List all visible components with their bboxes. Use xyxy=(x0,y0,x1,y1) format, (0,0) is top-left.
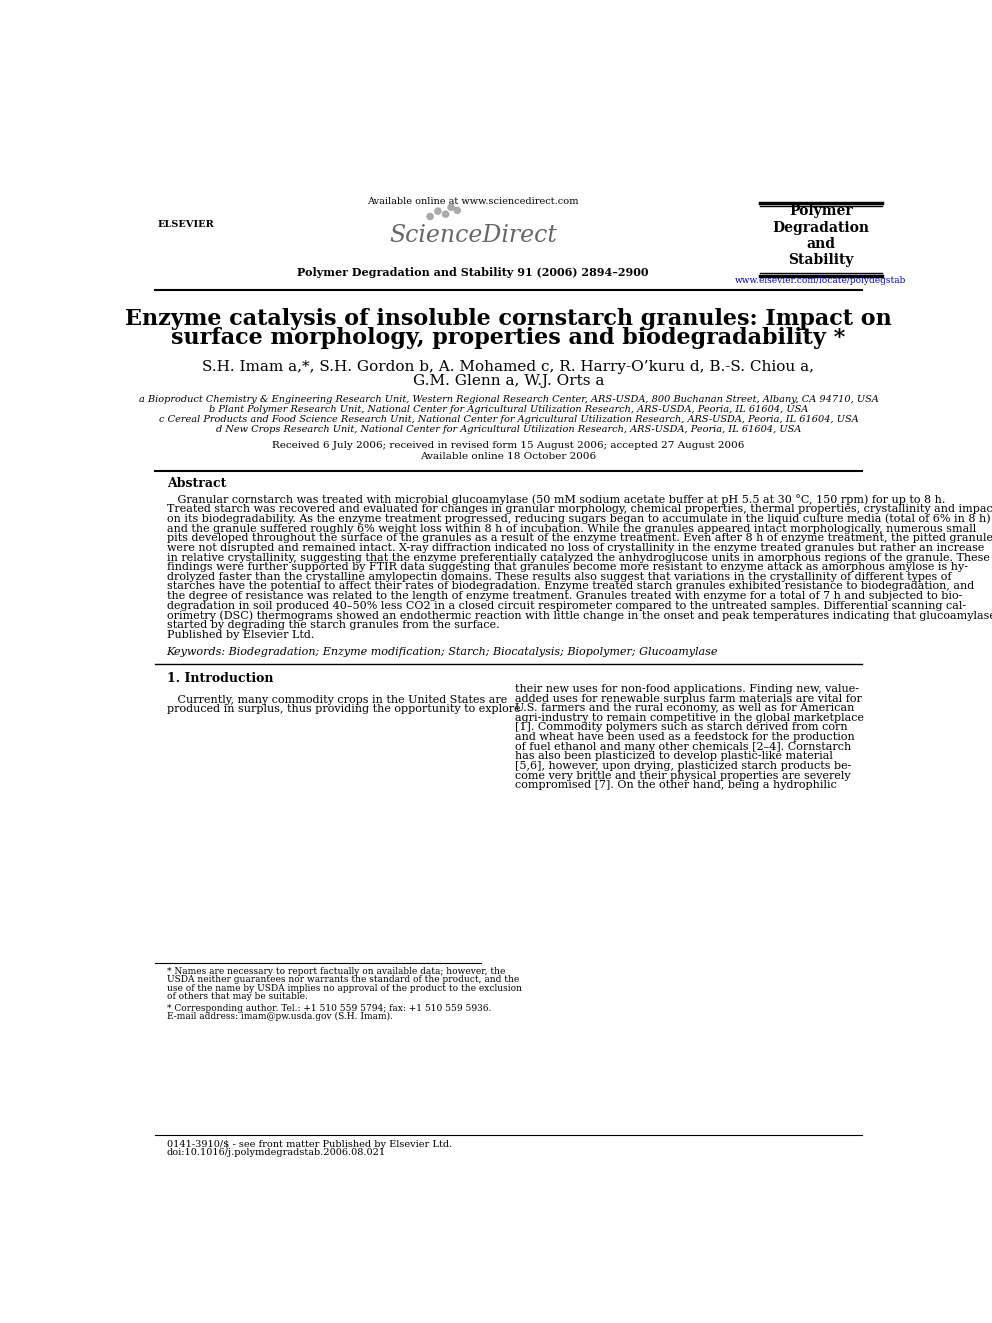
Text: Granular cornstarch was treated with microbial glucoamylase (50 mM sodium acetat: Granular cornstarch was treated with mic… xyxy=(167,495,945,505)
Text: doi:10.1016/j.polymdegradstab.2006.08.021: doi:10.1016/j.polymdegradstab.2006.08.02… xyxy=(167,1148,386,1158)
Text: in relative crystallinity, suggesting that the enzyme preferentially catalyzed t: in relative crystallinity, suggesting th… xyxy=(167,553,989,562)
Circle shape xyxy=(442,212,448,217)
Text: * Names are necessary to report factually on available data; however, the: * Names are necessary to report factuall… xyxy=(167,967,505,975)
Text: ELSEVIER: ELSEVIER xyxy=(158,220,214,229)
Text: Treated starch was recovered and evaluated for changes in granular morphology, c: Treated starch was recovered and evaluat… xyxy=(167,504,992,515)
Text: compromised [7]. On the other hand, being a hydrophilic: compromised [7]. On the other hand, bein… xyxy=(516,781,837,790)
Text: findings were further supported by FTIR data suggesting that granules become mor: findings were further supported by FTIR … xyxy=(167,562,967,573)
Text: USDA neither guarantees nor warrants the standard of the product, and the: USDA neither guarantees nor warrants the… xyxy=(167,975,519,984)
Text: and the granule suffered roughly 6% weight loss within 8 h of incubation. While : and the granule suffered roughly 6% weig… xyxy=(167,524,976,533)
Circle shape xyxy=(454,208,460,213)
Text: were not disrupted and remained intact. X-ray diffraction indicated no loss of c: were not disrupted and remained intact. … xyxy=(167,542,984,553)
Text: [5,6], however, upon drying, plasticized starch products be-: [5,6], however, upon drying, plasticized… xyxy=(516,761,852,771)
Text: drolyzed faster than the crystalline amylopectin domains. These results also sug: drolyzed faster than the crystalline amy… xyxy=(167,572,951,582)
Text: 0141-3910/$ - see front matter Published by Elsevier Ltd.: 0141-3910/$ - see front matter Published… xyxy=(167,1140,452,1148)
Text: Available online at www.sciencedirect.com: Available online at www.sciencedirect.co… xyxy=(367,197,578,205)
Text: of others that may be suitable.: of others that may be suitable. xyxy=(167,992,308,1002)
Text: Currently, many commodity crops in the United States are: Currently, many commodity crops in the U… xyxy=(167,695,507,705)
Text: starches have the potential to affect their rates of biodegradation. Enzyme trea: starches have the potential to affect th… xyxy=(167,582,974,591)
Text: their new uses for non-food applications. Finding new, value-: their new uses for non-food applications… xyxy=(516,684,859,693)
Text: Abstract: Abstract xyxy=(167,478,226,491)
Text: Enzyme catalysis of insoluble cornstarch granules: Impact on: Enzyme catalysis of insoluble cornstarch… xyxy=(125,308,892,329)
Text: * Corresponding author. Tel.: +1 510 559 5794; fax: +1 510 559 5936.: * Corresponding author. Tel.: +1 510 559… xyxy=(167,1004,491,1012)
Text: Available online 18 October 2006: Available online 18 October 2006 xyxy=(421,452,596,462)
Text: ScienceDirect: ScienceDirect xyxy=(389,225,557,247)
Text: b Plant Polymer Research Unit, National Center for Agricultural Utilization Rese: b Plant Polymer Research Unit, National … xyxy=(208,405,808,414)
Text: d New Crops Research Unit, National Center for Agricultural Utilization Research: d New Crops Research Unit, National Cent… xyxy=(216,425,801,434)
Text: Polymer Degradation and Stability 91 (2006) 2894–2900: Polymer Degradation and Stability 91 (20… xyxy=(297,267,649,278)
Text: degradation in soil produced 40–50% less CO2 in a closed circuit respirometer co: degradation in soil produced 40–50% less… xyxy=(167,601,966,611)
Text: orimetry (DSC) thermograms showed an endothermic reaction with little change in : orimetry (DSC) thermograms showed an end… xyxy=(167,610,992,620)
Text: E-mail address: imam@pw.usda.gov (S.H. Imam).: E-mail address: imam@pw.usda.gov (S.H. I… xyxy=(167,1012,393,1021)
Text: use of the name by USDA implies no approval of the product to the exclusion: use of the name by USDA implies no appro… xyxy=(167,983,522,992)
Circle shape xyxy=(448,204,454,210)
Text: added uses for renewable surplus farm materials are vital for: added uses for renewable surplus farm ma… xyxy=(516,693,862,704)
Circle shape xyxy=(434,208,441,214)
Text: on its biodegradability. As the enzyme treatment progressed, reducing sugars beg: on its biodegradability. As the enzyme t… xyxy=(167,513,990,524)
Text: produced in surplus, thus providing the opportunity to explore: produced in surplus, thus providing the … xyxy=(167,704,520,714)
Text: Received 6 July 2006; received in revised form 15 August 2006; accepted 27 Augus: Received 6 July 2006; received in revise… xyxy=(272,442,745,450)
Text: surface morphology, properties and biodegradability *: surface morphology, properties and biode… xyxy=(172,327,845,349)
Circle shape xyxy=(427,213,434,220)
Text: Keywords: Biodegradation; Enzyme modification; Starch; Biocatalysis; Biopolymer;: Keywords: Biodegradation; Enzyme modific… xyxy=(167,647,718,658)
Text: Polymer
Degradation
and
Stability: Polymer Degradation and Stability xyxy=(772,205,869,267)
Text: started by degrading the starch granules from the surface.: started by degrading the starch granules… xyxy=(167,620,499,630)
Text: of fuel ethanol and many other chemicals [2–4]. Cornstarch: of fuel ethanol and many other chemicals… xyxy=(516,742,851,751)
Text: U.S. farmers and the rural economy, as well as for American: U.S. farmers and the rural economy, as w… xyxy=(516,703,855,713)
Text: has also been plasticized to develop plastic-like material: has also been plasticized to develop pla… xyxy=(516,751,833,761)
Text: S.H. Imam a,*, S.H. Gordon b, A. Mohamed c, R. Harry-O’kuru d, B.-S. Chiou a,: S.H. Imam a,*, S.H. Gordon b, A. Mohamed… xyxy=(202,360,814,373)
Text: www.elsevier.com/locate/polydegstab: www.elsevier.com/locate/polydegstab xyxy=(735,277,907,284)
Text: and wheat have been used as a feedstock for the production: and wheat have been used as a feedstock … xyxy=(516,732,855,742)
Text: 1. Introduction: 1. Introduction xyxy=(167,672,273,684)
Text: c Cereal Products and Food Science Research Unit, National Center for Agricultur: c Cereal Products and Food Science Resea… xyxy=(159,415,858,425)
Text: a Bioproduct Chemistry & Engineering Research Unit, Western Regional Research Ce: a Bioproduct Chemistry & Engineering Res… xyxy=(139,396,878,405)
Text: pits developed throughout the surface of the granules as a result of the enzyme : pits developed throughout the surface of… xyxy=(167,533,992,544)
Text: [1]. Commodity polymers such as starch derived from corn: [1]. Commodity polymers such as starch d… xyxy=(516,722,848,733)
Text: the degree of resistance was related to the length of enzyme treatment. Granules: the degree of resistance was related to … xyxy=(167,591,962,601)
Text: Published by Elsevier Ltd.: Published by Elsevier Ltd. xyxy=(167,630,314,639)
Text: come very brittle and their physical properties are severely: come very brittle and their physical pro… xyxy=(516,770,851,781)
Text: G.M. Glenn a, W.J. Orts a: G.M. Glenn a, W.J. Orts a xyxy=(413,373,604,388)
Text: agri-industry to remain competitive in the global marketplace: agri-industry to remain competitive in t… xyxy=(516,713,864,722)
